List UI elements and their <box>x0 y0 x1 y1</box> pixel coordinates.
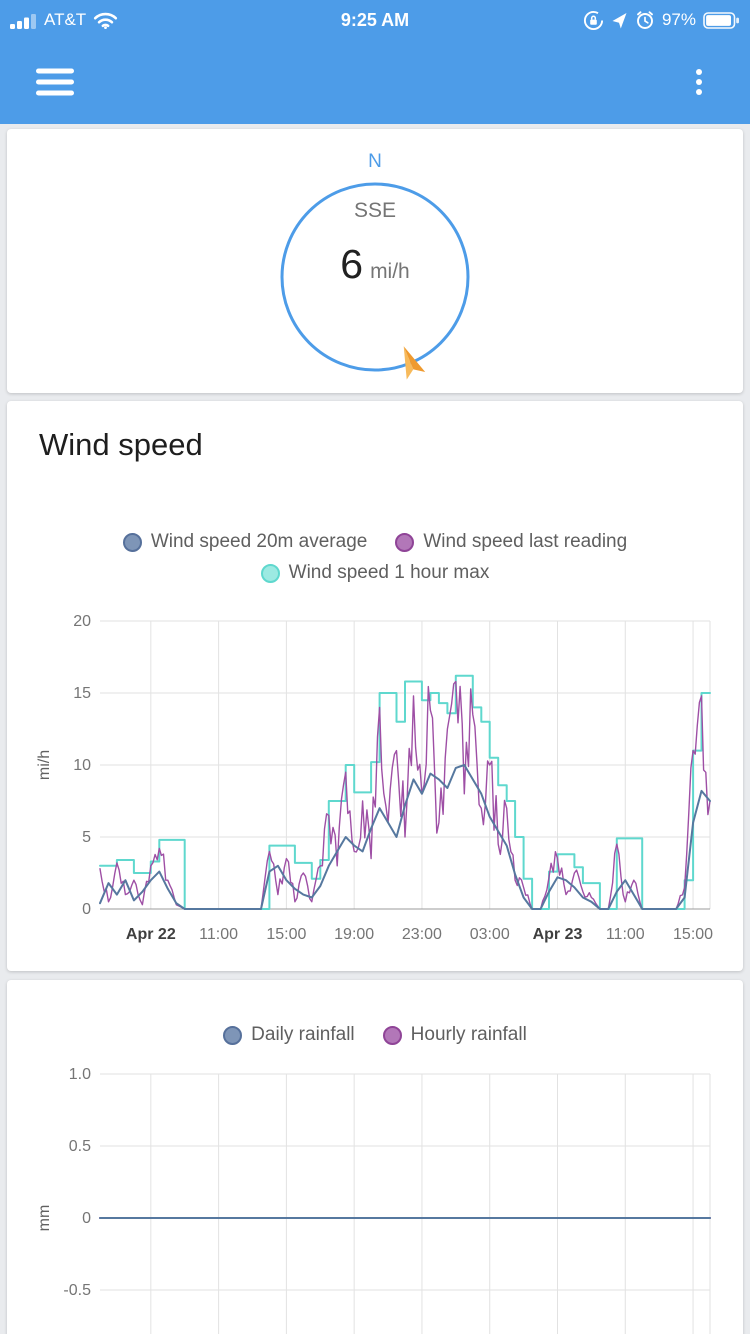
alarm-clock-icon <box>637 11 653 29</box>
svg-text:mi/h: mi/h <box>36 750 53 780</box>
legend-label: Daily rainfall <box>251 1024 355 1045</box>
menu-button[interactable] <box>36 63 74 102</box>
legend-item[interactable]: Hourly rainfall <box>382 1024 527 1046</box>
rainfall-chart[interactable]: 1.0 0.5 0 -0.5 mm <box>7 1060 743 1334</box>
svg-text:mm: mm <box>36 1205 53 1232</box>
wind-speed-chart[interactable]: Apr 22 11:00 15:00 19:00 23:00 03:00 Apr 23 11:… <box>7 606 743 951</box>
wind-speed-unit: mi/h <box>370 260 410 283</box>
compass-ring <box>280 182 470 372</box>
legend-label: Wind speed 20m average <box>150 531 368 552</box>
wind-compass-card: N SSE 6 mi/h <box>7 129 743 393</box>
battery-icon <box>703 11 739 29</box>
wind-speed-card: Wind speed Wind speed 20m average Wind sp… <box>7 401 743 971</box>
svg-text:5: 5 <box>82 829 91 846</box>
legend-label: Hourly rainfall <box>410 1024 527 1045</box>
status-bar-left: AT&T <box>10 0 118 40</box>
rainfall-chart-legend: Daily rainfall Hourly rainfall <box>27 1024 723 1046</box>
wind-speed-value: 6 <box>340 241 364 287</box>
svg-text:11:00: 11:00 <box>199 926 238 943</box>
legend-item[interactable]: Wind speed 1 hour max <box>260 562 490 584</box>
battery-percent-label: 97% <box>661 10 696 29</box>
legend-label: Wind speed 1 hour max <box>288 562 490 583</box>
svg-text:15: 15 <box>73 685 91 702</box>
signal-strength-icon <box>10 13 36 29</box>
status-bar-right: 97% <box>583 0 740 40</box>
status-bar: AT&T 9:25 AM <box>0 0 750 40</box>
top-blue-area: AT&T 9:25 AM <box>0 0 750 124</box>
svg-text:Apr 22: Apr 22 <box>126 926 176 943</box>
wind-chart-title: Wind speed <box>39 427 203 462</box>
wind-chart-legend: Wind speed 20m average Wind speed last re… <box>77 531 673 584</box>
svg-text:0.5: 0.5 <box>69 1138 91 1155</box>
svg-text:15:00: 15:00 <box>673 926 713 943</box>
orientation-lock-icon <box>583 10 604 30</box>
svg-text:10: 10 <box>73 757 91 774</box>
legend-item[interactable]: Wind speed last reading <box>395 531 627 553</box>
svg-text:11:00: 11:00 <box>606 926 645 943</box>
svg-text:0: 0 <box>82 1210 91 1227</box>
svg-text:03:00: 03:00 <box>470 926 510 943</box>
wind-direction-arrow-icon <box>403 346 426 380</box>
legend-item[interactable]: Daily rainfall <box>223 1024 355 1046</box>
wind-direction-label: SSE <box>353 199 397 222</box>
series-marker-icon <box>260 563 280 583</box>
series-marker-icon <box>223 1025 243 1045</box>
clock-time: 9:25 AM <box>340 9 410 30</box>
svg-text:20: 20 <box>73 613 91 630</box>
kebab-menu-icon <box>696 69 702 95</box>
location-arrow-icon <box>612 12 627 28</box>
svg-text:0: 0 <box>82 901 91 918</box>
compass-north-label: N <box>368 151 382 172</box>
wifi-icon <box>94 12 118 29</box>
legend-item[interactable]: Wind speed 20m average <box>122 531 368 553</box>
carrier-label: AT&T <box>44 10 87 29</box>
svg-text:-0.5: -0.5 <box>63 1282 91 1299</box>
wind-speed-readout: 6 mi/h <box>7 241 743 288</box>
legend-label: Wind speed last reading <box>423 531 628 552</box>
series-marker-icon <box>122 532 142 552</box>
svg-text:23:00: 23:00 <box>402 926 442 943</box>
svg-text:19:00: 19:00 <box>334 926 374 943</box>
svg-text:1.0: 1.0 <box>69 1066 91 1083</box>
compass-dial <box>280 182 470 380</box>
overflow-menu-button[interactable] <box>696 65 702 99</box>
svg-text:Apr 23: Apr 23 <box>533 926 583 943</box>
rainfall-card: Daily rainfall Hourly rainfall 1.0 0.5 0 -0.… <box>7 980 743 1334</box>
menu-icon <box>36 68 74 96</box>
series-marker-icon <box>395 532 415 552</box>
svg-text:15:00: 15:00 <box>266 926 306 943</box>
series-marker-icon <box>382 1025 402 1045</box>
app-header <box>0 40 750 124</box>
